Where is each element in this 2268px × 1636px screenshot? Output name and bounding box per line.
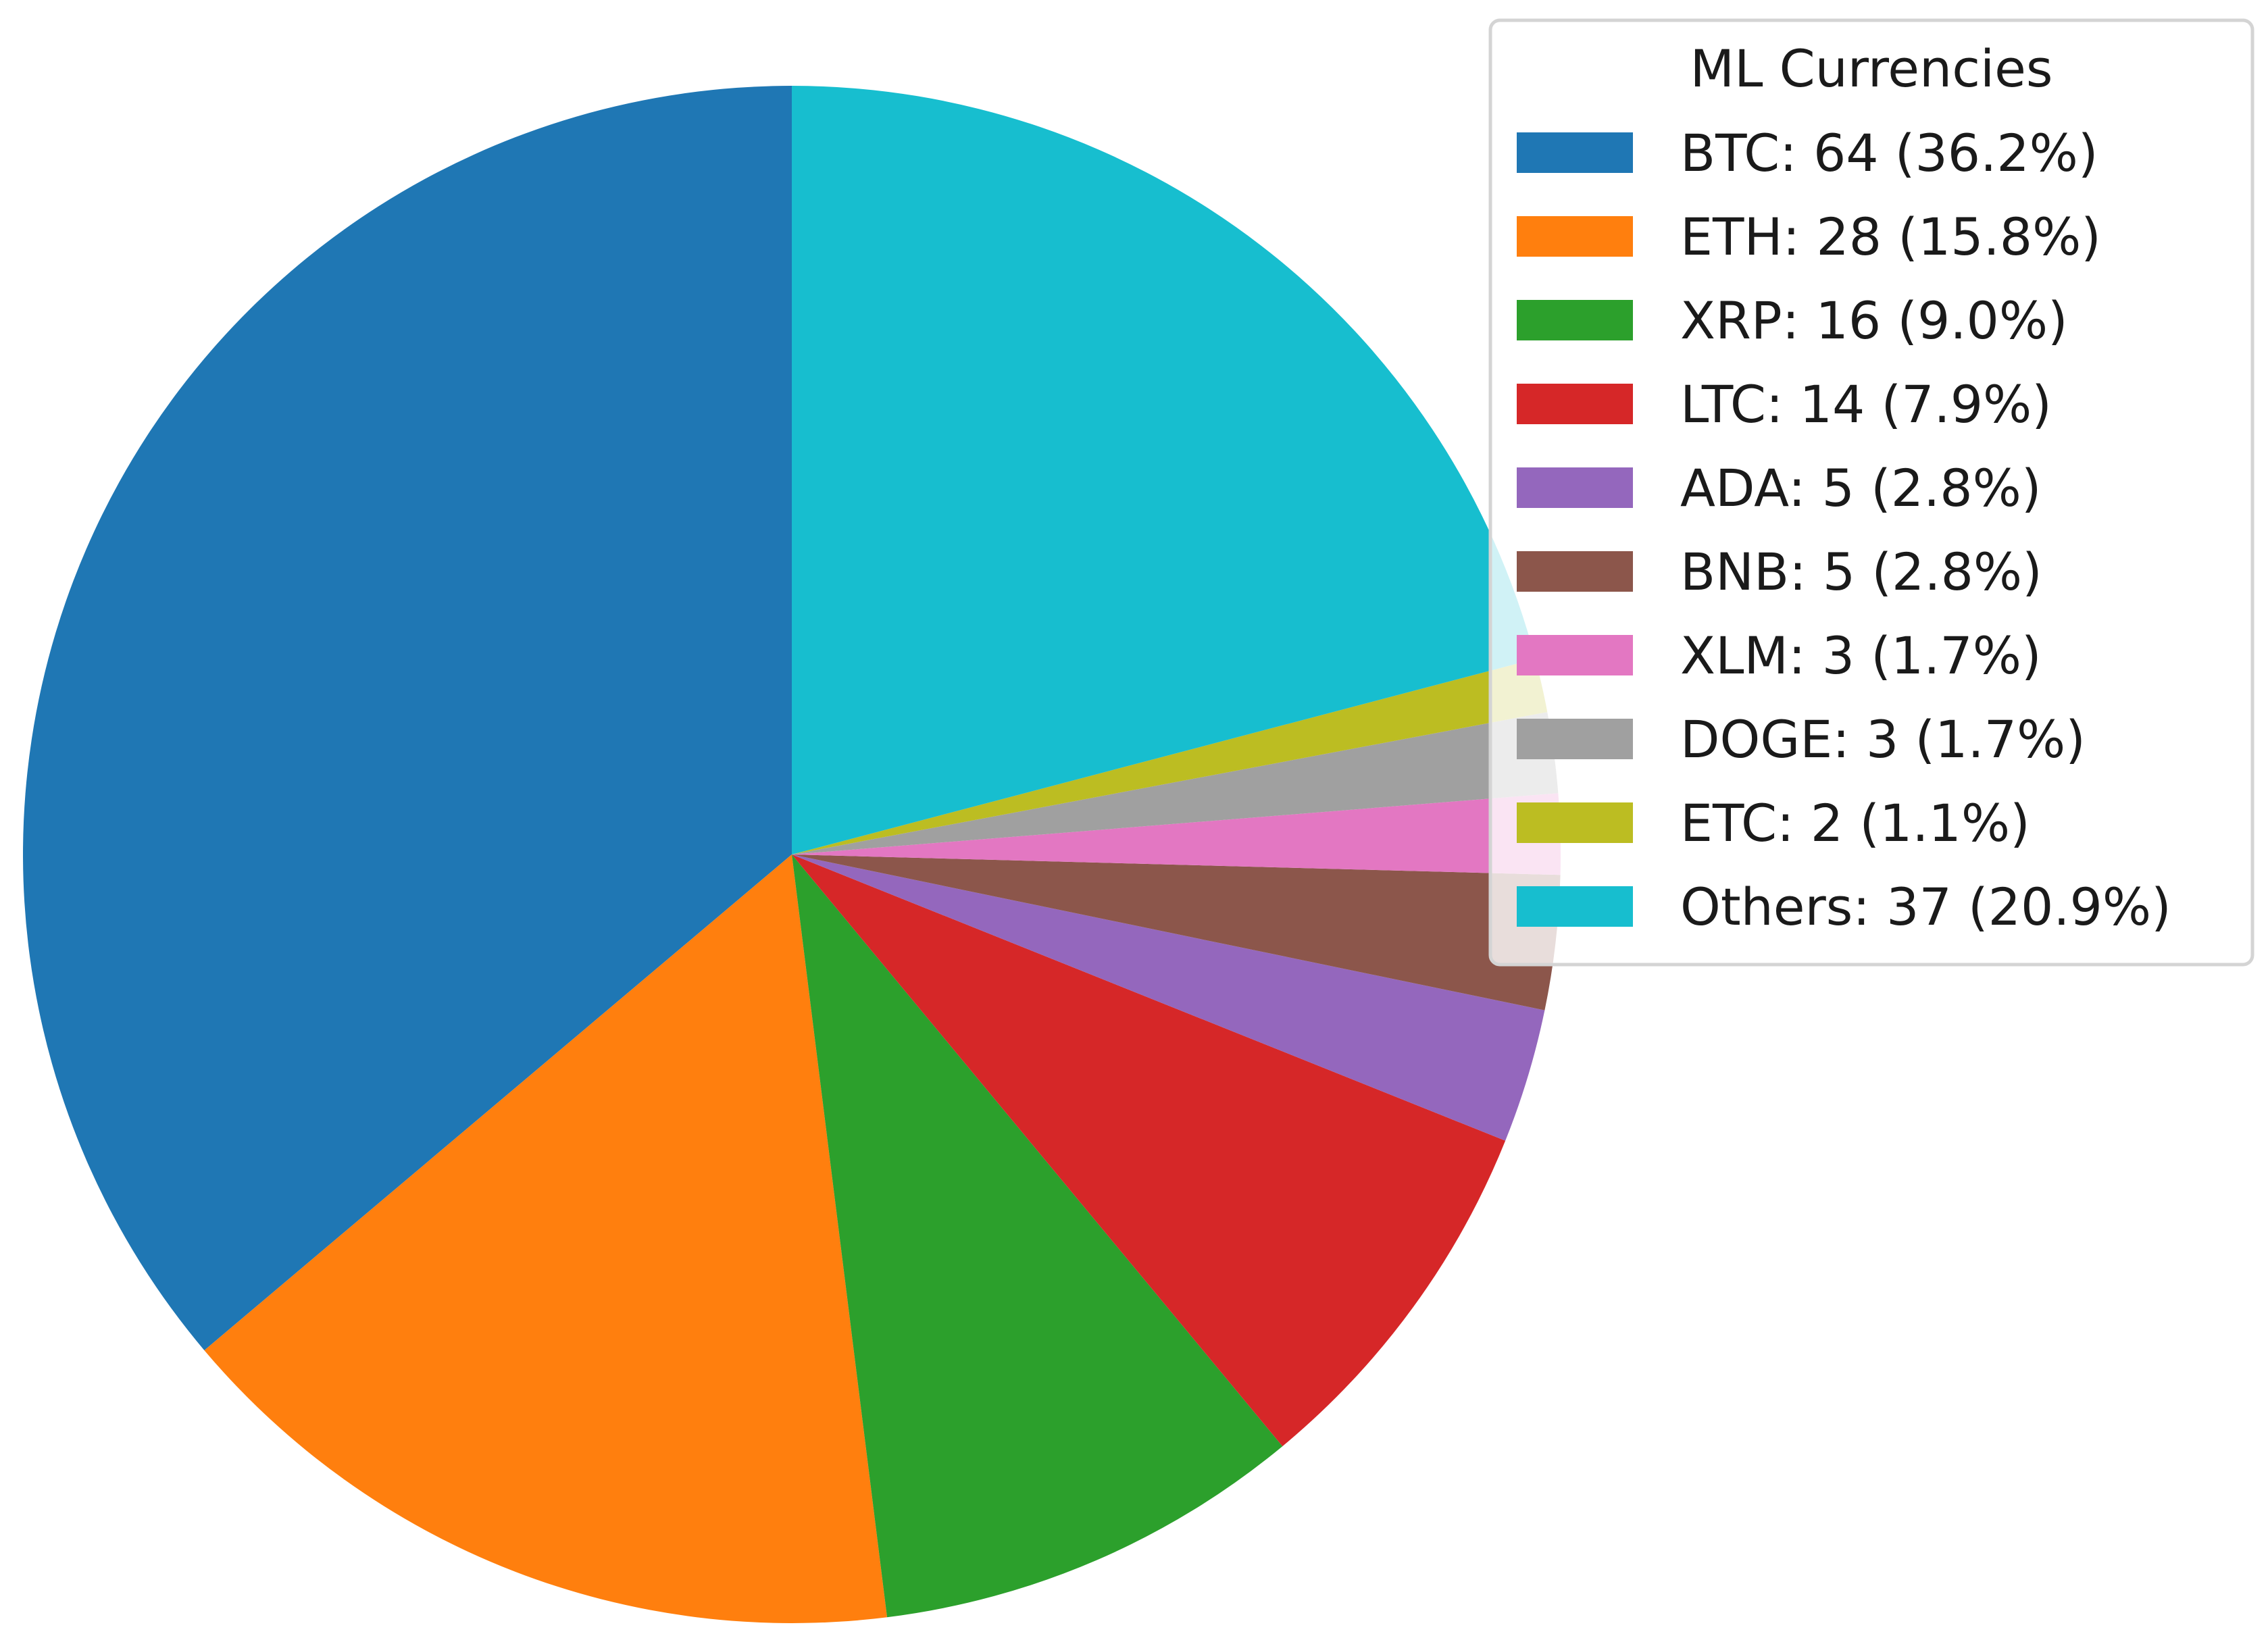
- legend-swatch-ltc: [1517, 384, 1633, 424]
- legend-swatch-xrp: [1517, 300, 1633, 340]
- legend-entry-xrp: XRP: 16 (9.0%): [1517, 290, 2068, 351]
- legend-entry-doge: DOGE: 3 (1.7%): [1517, 709, 2086, 769]
- pie-slice-btc: [22, 86, 792, 1351]
- legend: ML Currencies BTC: 64 (36.2%) ETH: 28 (15…: [1488, 18, 2254, 967]
- legend-label-btc: BTC: 64 (36.2%): [1680, 123, 2098, 183]
- pie-slice-eth: [204, 854, 888, 1624]
- legend-swatch-ada: [1517, 467, 1633, 508]
- legend-label-xlm: XLM: 3 (1.7%): [1680, 625, 2042, 686]
- legend-swatch-others: [1517, 886, 1633, 927]
- legend-entry-eth: ETH: 28 (15.8%): [1517, 207, 2101, 267]
- legend-entry-etc: ETC: 2 (1.1%): [1517, 793, 2030, 853]
- legend-label-eth: ETH: 28 (15.8%): [1680, 207, 2101, 267]
- legend-swatch-xlm: [1517, 635, 1633, 675]
- legend-label-bnb: BNB: 5 (2.8%): [1680, 542, 2042, 602]
- legend-label-ltc: LTC: 14 (7.9%): [1680, 374, 2052, 434]
- legend-swatch-btc: [1517, 132, 1633, 173]
- legend-label-xrp: XRP: 16 (9.0%): [1680, 290, 2068, 351]
- pie-slice-xlm: [792, 793, 1561, 875]
- legend-entry-bnb: BNB: 5 (2.8%): [1517, 542, 2042, 602]
- legend-label-etc: ETC: 2 (1.1%): [1680, 793, 2030, 853]
- legend-swatch-doge: [1517, 719, 1633, 759]
- legend-label-ada: ADA: 5 (2.8%): [1680, 458, 2042, 518]
- legend-label-doge: DOGE: 3 (1.7%): [1680, 709, 2086, 769]
- legend-swatch-eth: [1517, 216, 1633, 257]
- legend-frame: [1488, 18, 2254, 967]
- legend-entry-ada: ADA: 5 (2.8%): [1517, 458, 2042, 518]
- legend-entry-others: Others: 37 (20.9%): [1517, 877, 2171, 937]
- pie-slice-bnb: [792, 854, 1561, 1011]
- pie-slice-doge: [792, 712, 1559, 854]
- pie-slice-ltc: [792, 854, 1506, 1447]
- legend-label-others: Others: 37 (20.9%): [1680, 877, 2171, 937]
- pie-slice-xrp: [792, 854, 1283, 1618]
- legend-entry-btc: BTC: 64 (36.2%): [1517, 123, 2098, 183]
- legend-entries: BTC: 64 (36.2%) ETH: 28 (15.8%) XRP: 16 (9…: [1517, 123, 2171, 937]
- pie-slice-ada: [792, 854, 1545, 1141]
- pie-slice-others: [792, 86, 1536, 854]
- pie-slice-etc: [792, 659, 1548, 854]
- legend-title: ML Currencies: [1690, 39, 2053, 99]
- legend-entry-xlm: XLM: 3 (1.7%): [1517, 625, 2042, 686]
- pie-slices: [22, 86, 1561, 1624]
- legend-entry-ltc: LTC: 14 (7.9%): [1517, 374, 2052, 434]
- legend-swatch-bnb: [1517, 551, 1633, 592]
- legend-swatch-etc: [1517, 802, 1633, 843]
